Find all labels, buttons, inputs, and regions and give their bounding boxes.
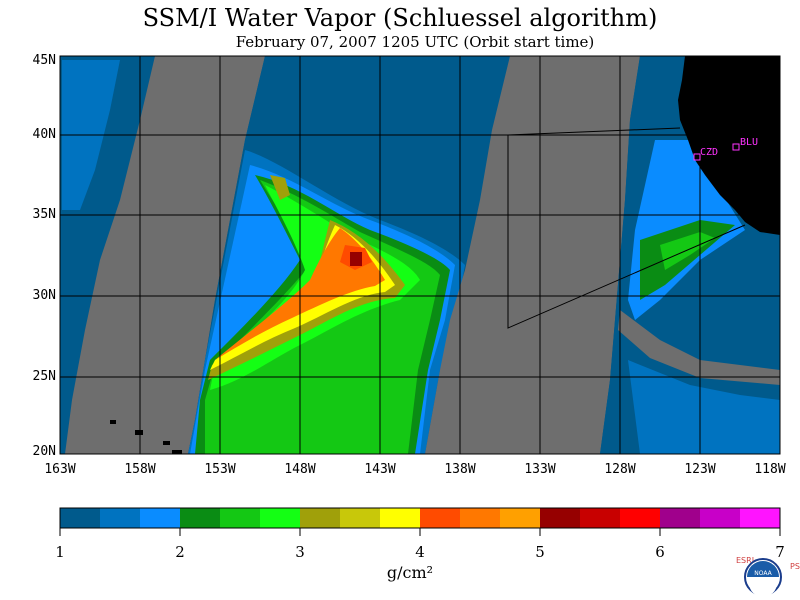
lon-label-123w: 123W	[684, 462, 716, 477]
station-label-blu: BLU	[740, 137, 759, 148]
logo-sky	[747, 561, 779, 577]
colorbar-tick-label-3: 3	[295, 543, 305, 561]
colorbar-swatch-10	[460, 508, 501, 528]
colorbar-swatch-11	[500, 508, 541, 528]
island-hawaii	[172, 450, 182, 454]
lon-label-128w: 128W	[604, 462, 636, 477]
lon-label-143w: 143W	[364, 462, 396, 477]
vapor-maximum	[350, 252, 362, 266]
lat-label-20n: 20N	[32, 444, 56, 459]
vapor-olive-1	[270, 175, 290, 200]
colorbar-swatch-2	[140, 508, 181, 528]
domain-top-edge	[507, 127, 681, 136]
map-border	[59, 55, 781, 455]
lon-label-153w: 153W	[204, 462, 236, 477]
colorbar-tick-label-5: 5	[535, 543, 545, 561]
colorbar-swatch-9	[420, 508, 461, 528]
colorbar-swatch-3	[180, 508, 221, 528]
vapor-right-brightgreen	[660, 232, 715, 270]
no-data-gap-2	[425, 56, 640, 454]
colorbar-swatch-13	[580, 508, 621, 528]
colorbar-tick-label-4: 4	[415, 543, 425, 561]
colorbar-swatch-0	[60, 508, 101, 528]
logo-text: NOAA	[754, 570, 772, 577]
station-marker-blu	[732, 143, 740, 151]
colorbar-swatch-6	[300, 508, 341, 528]
logo-right-letters: PSD	[790, 562, 800, 571]
station-label-czd: CZD	[700, 147, 719, 158]
lon-label-148w: 148W	[284, 462, 316, 477]
colorbar-swatch-5	[260, 508, 301, 528]
colorbar-swatch-15	[660, 508, 701, 528]
colorbar-ticks	[59, 528, 781, 536]
colorbar-tick-label-7: 7	[775, 543, 785, 561]
lon-label-158w: 158W	[124, 462, 156, 477]
colorbar	[60, 508, 781, 528]
chart-title: SSM/I Water Vapor (Schluessel algorithm)	[142, 4, 658, 32]
logo-gull	[749, 579, 777, 597]
colorbar-swatch-12	[540, 508, 581, 528]
vapor-right-blue	[628, 360, 780, 454]
grid	[60, 56, 780, 454]
colorbar-tick-label-6: 6	[655, 543, 665, 561]
colorbar-swatch-1	[100, 508, 141, 528]
lat-label-35n: 35N	[32, 207, 56, 222]
colorbar-tick-label-1: 1	[55, 543, 65, 561]
island-oahu	[135, 430, 143, 435]
colorbar-swatch-16	[700, 508, 741, 528]
land	[678, 56, 780, 235]
colorbar-swatch-17	[740, 508, 781, 528]
noaa-logo: NOAA	[744, 558, 782, 597]
station-marker-czd	[693, 153, 701, 161]
colorbar-swatch-7	[340, 508, 381, 528]
colorbar-swatch-8	[380, 508, 421, 528]
lat-label-25n: 25N	[32, 369, 56, 384]
no-data-strip	[618, 310, 780, 385]
lat-label-45n: 45N	[32, 53, 56, 68]
domain-outline	[507, 135, 746, 329]
lat-label-30n: 30N	[32, 288, 56, 303]
lon-label-118w: 118W	[754, 462, 786, 477]
colorbar-tick-label-2: 2	[175, 543, 185, 561]
island-maui	[163, 441, 170, 445]
lon-label-133w: 133W	[524, 462, 556, 477]
no-data-gap-1	[65, 56, 265, 454]
island-kauai	[110, 420, 116, 424]
colorbar-swatch-4	[220, 508, 261, 528]
lon-label-163w: 163W	[44, 462, 76, 477]
colorbar-swatch-14	[620, 508, 661, 528]
colorbar-units: g/cm²	[386, 563, 434, 582]
lat-label-40n: 40N	[32, 127, 56, 142]
chart-subtitle: February 07, 2007 1205 UTC (Orbit start …	[235, 33, 595, 51]
lon-label-138w: 138W	[444, 462, 476, 477]
